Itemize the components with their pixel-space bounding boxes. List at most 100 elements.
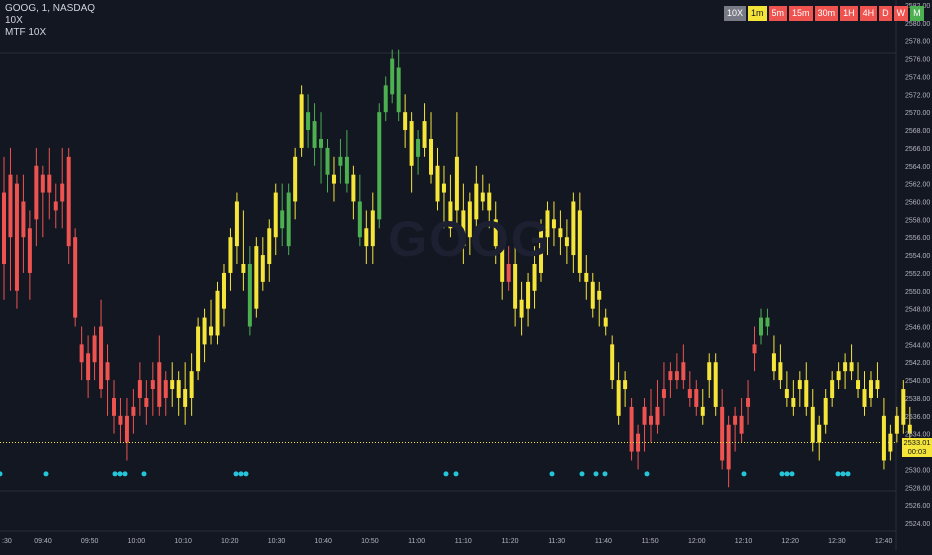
candle[interactable] <box>467 192 472 256</box>
tf-m[interactable]: M <box>910 6 924 21</box>
candle[interactable] <box>784 371 789 407</box>
candle[interactable] <box>668 362 673 398</box>
candle[interactable] <box>234 192 239 264</box>
candle[interactable] <box>577 192 582 282</box>
candle[interactable] <box>791 380 796 416</box>
candle[interactable] <box>370 192 375 264</box>
candle[interactable] <box>597 281 602 327</box>
candle[interactable] <box>720 389 725 470</box>
tf-10x[interactable]: 10X <box>724 6 747 21</box>
candle[interactable] <box>86 335 91 398</box>
candle[interactable] <box>804 362 809 416</box>
candle[interactable] <box>810 389 815 452</box>
candle[interactable] <box>584 255 589 300</box>
candle[interactable] <box>539 219 544 282</box>
candle[interactable] <box>390 49 395 104</box>
tf-5m[interactable]: 5m <box>768 6 788 21</box>
tf-1m[interactable]: 1m <box>748 6 767 21</box>
candle[interactable] <box>739 397 744 443</box>
candle[interactable] <box>687 371 692 407</box>
candle[interactable] <box>700 389 705 425</box>
candle[interactable] <box>383 76 388 122</box>
candle[interactable] <box>500 228 505 300</box>
candle[interactable] <box>733 406 738 452</box>
candle[interactable] <box>403 94 408 148</box>
candle[interactable] <box>564 219 569 264</box>
candle[interactable] <box>907 406 912 443</box>
candle[interactable] <box>778 344 783 390</box>
candle[interactable] <box>157 335 162 416</box>
candle[interactable] <box>189 353 194 416</box>
candle[interactable] <box>21 174 26 273</box>
candle[interactable] <box>137 362 142 416</box>
candle[interactable] <box>629 397 634 461</box>
candle[interactable] <box>519 281 524 336</box>
candle[interactable] <box>765 308 770 336</box>
candle[interactable] <box>215 281 220 345</box>
candle[interactable] <box>655 380 660 434</box>
candle[interactable] <box>273 183 278 256</box>
candle[interactable] <box>526 272 531 327</box>
candle[interactable] <box>797 371 802 407</box>
candle[interactable] <box>131 389 136 434</box>
candle[interactable] <box>888 424 893 461</box>
candle[interactable] <box>830 371 835 407</box>
candle[interactable] <box>610 335 615 390</box>
candle[interactable] <box>228 228 233 291</box>
candle[interactable] <box>752 326 757 372</box>
candle[interactable] <box>27 210 32 300</box>
candle[interactable] <box>73 228 78 327</box>
candle[interactable] <box>150 362 155 416</box>
candle[interactable] <box>674 353 679 390</box>
candle[interactable] <box>590 272 595 318</box>
candle[interactable] <box>79 326 84 381</box>
candle[interactable] <box>260 237 265 291</box>
candle[interactable] <box>267 219 272 282</box>
candle[interactable] <box>545 201 550 256</box>
candle[interactable] <box>823 389 828 434</box>
candle[interactable] <box>623 371 628 407</box>
candle[interactable] <box>409 112 414 193</box>
candle[interactable] <box>40 165 45 238</box>
candle[interactable] <box>429 112 434 184</box>
candle[interactable] <box>694 380 699 416</box>
candle[interactable] <box>642 397 647 452</box>
candle[interactable] <box>377 103 382 229</box>
candle[interactable] <box>758 308 763 345</box>
candle[interactable] <box>396 49 401 122</box>
candle[interactable] <box>312 103 317 166</box>
candle[interactable] <box>241 210 246 291</box>
candle[interactable] <box>331 156 336 202</box>
indicator-label-10x[interactable]: 10X <box>5 15 23 26</box>
candle[interactable] <box>416 130 421 175</box>
candle[interactable] <box>338 138 343 184</box>
candle[interactable] <box>894 406 899 443</box>
candle[interactable] <box>357 174 362 247</box>
candle[interactable] <box>480 174 485 211</box>
candle[interactable] <box>105 344 110 416</box>
candle[interactable] <box>636 424 641 470</box>
tf-w[interactable]: W <box>893 6 909 21</box>
candle[interactable] <box>441 165 446 229</box>
candle[interactable] <box>53 183 58 229</box>
candle[interactable] <box>111 380 116 434</box>
candle[interactable] <box>254 237 259 318</box>
candle[interactable] <box>448 174 453 238</box>
candle[interactable] <box>901 380 906 434</box>
candle[interactable] <box>875 362 880 398</box>
candle[interactable] <box>513 246 518 327</box>
tf-1h[interactable]: 1H <box>840 6 858 21</box>
candle[interactable] <box>681 344 686 390</box>
candle[interactable] <box>836 362 841 390</box>
candle[interactable] <box>422 103 427 157</box>
candle[interactable] <box>2 156 6 300</box>
candle[interactable] <box>247 246 252 336</box>
candle[interactable] <box>280 183 285 247</box>
tf-15m[interactable]: 15m <box>789 6 813 21</box>
candle[interactable] <box>746 380 751 425</box>
candle[interactable] <box>474 165 479 229</box>
tf-d[interactable]: D <box>879 6 892 21</box>
candle[interactable] <box>771 335 776 381</box>
candle[interactable] <box>868 371 873 407</box>
